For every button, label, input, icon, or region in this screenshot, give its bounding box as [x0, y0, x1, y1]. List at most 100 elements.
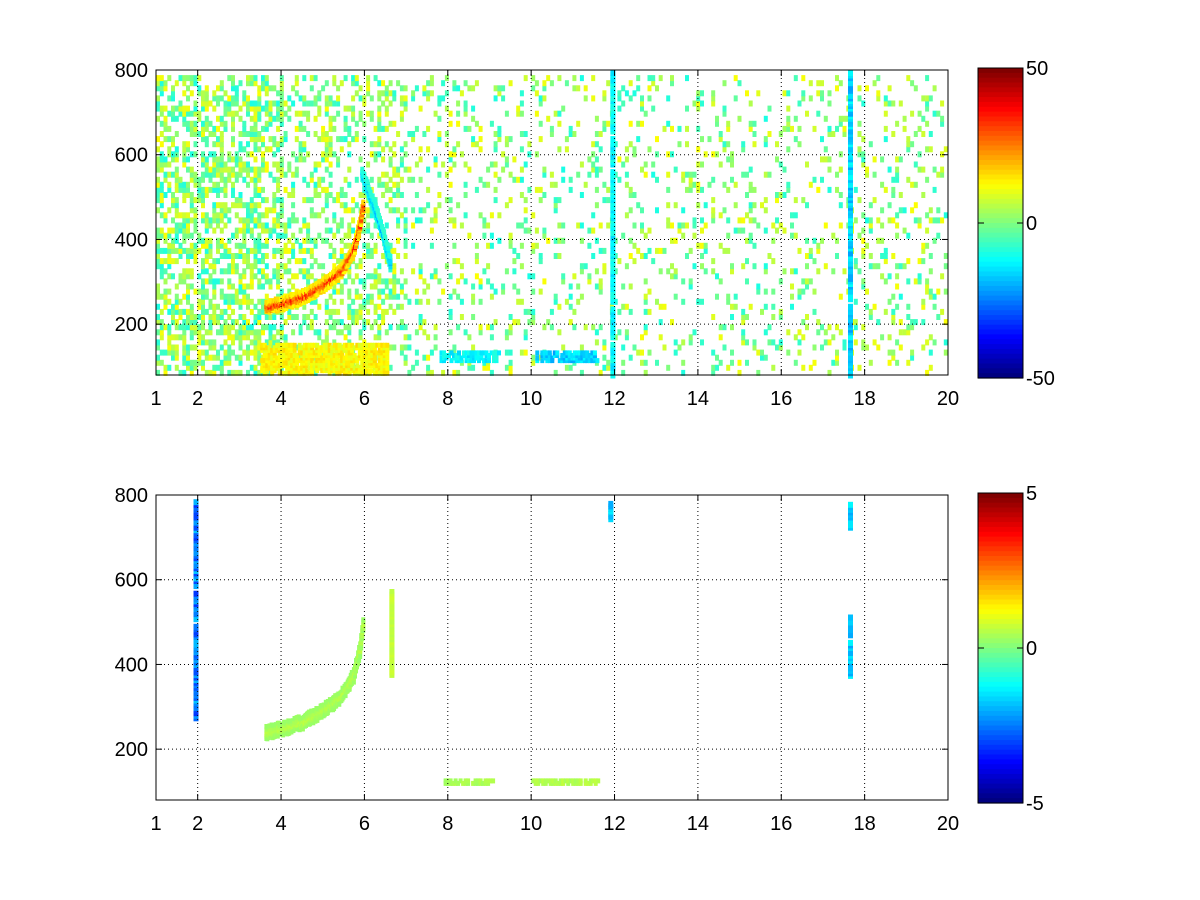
heatmap-cell: [257, 258, 262, 265]
heatmap-cell: [354, 273, 359, 280]
heatmap-cell: [219, 176, 224, 183]
heatmap-cell: [261, 258, 265, 265]
heatmap-cell: [602, 125, 607, 132]
heatmap-cell: [403, 105, 408, 112]
heatmap-cell: [426, 202, 431, 209]
heatmap-cell: [670, 80, 674, 87]
heatmap-cell: [253, 369, 258, 376]
heatmap-cell: [328, 242, 333, 249]
heatmap-cell: [264, 227, 269, 234]
heatmap-cell: [322, 358, 327, 364]
heatmap-cell: [741, 334, 746, 341]
heatmap-cell: [268, 232, 273, 239]
heatmap-cell: [294, 237, 299, 244]
heatmap-cell: [347, 360, 352, 366]
heatmap-cell: [375, 342, 380, 348]
heatmap-cell: [201, 176, 205, 183]
heatmap-cell: [253, 349, 258, 356]
heatmap-cell: [726, 293, 731, 300]
heatmap-cell: [504, 110, 509, 117]
heatmap-cell: [816, 90, 821, 97]
heatmap-cell: [219, 166, 224, 173]
heatmap-cell: [276, 141, 281, 148]
heatmap-cell: [655, 176, 659, 183]
heatmap-cell: [579, 222, 584, 229]
colorbar-segment: [978, 193, 1023, 200]
heatmap-cell: [365, 355, 370, 361]
heatmap-cell: [189, 90, 194, 97]
heatmap-cell: [302, 268, 307, 275]
heatmap-cell: [940, 120, 945, 127]
heatmap-cell: [294, 90, 299, 97]
heatmap-cell: [816, 329, 821, 336]
heatmap-cell: [257, 268, 262, 275]
heatmap-cell: [291, 151, 296, 158]
heatmap-cell: [335, 370, 340, 376]
heatmap-cell: [212, 339, 217, 346]
heatmap-cell: [159, 212, 164, 219]
heatmap-cell: [492, 358, 496, 364]
heatmap-cell: [471, 364, 476, 371]
heatmap-cell: [452, 151, 457, 158]
heatmap-cell: [280, 358, 285, 364]
heatmap-cell: [249, 329, 254, 336]
heatmap-cell: [647, 308, 652, 315]
heatmap-cell: [883, 110, 888, 117]
heatmap-cell: [561, 278, 566, 285]
heatmap-cell: [542, 278, 547, 285]
heatmap-cell: [189, 125, 194, 132]
heatmap-cell: [167, 242, 172, 249]
heatmap-cell: [887, 85, 892, 92]
heatmap-cell: [324, 298, 329, 305]
heatmap-cell: [399, 212, 404, 219]
heatmap-cell: [294, 75, 299, 82]
heatmap-cell: [906, 303, 911, 310]
heatmap-cell: [330, 365, 335, 371]
heatmap-cell: [917, 273, 922, 280]
heatmap-cell: [561, 222, 566, 229]
heatmap-cell: [282, 342, 287, 348]
heatmap-cell: [347, 370, 352, 376]
heatmap-cell: [197, 359, 202, 366]
heatmap-cell: [399, 110, 404, 117]
heatmap-cell: [268, 85, 273, 92]
x-tick-label: 12: [603, 388, 625, 410]
heatmap-cell: [227, 100, 232, 107]
heatmap-cell: [666, 217, 671, 224]
heatmap-cell: [861, 253, 866, 259]
heatmap-cell: [201, 156, 205, 163]
heatmap-cell: [756, 349, 761, 356]
heatmap-cell: [336, 192, 341, 198]
heatmap-cell: [913, 202, 918, 209]
heatmap-cell: [204, 278, 209, 285]
heatmap-cell: [396, 324, 401, 331]
heatmap-cell: [557, 146, 562, 153]
heatmap-cell: [677, 125, 682, 132]
heatmap-cell: [624, 329, 629, 336]
heatmap-cell: [216, 181, 220, 188]
heatmap-cell: [238, 288, 243, 295]
heatmap-cell: [775, 217, 779, 224]
colorbar-segment: [978, 150, 1023, 156]
heatmap-cell: [925, 75, 930, 82]
heatmap-cell: [658, 247, 663, 254]
heatmap-cell: [337, 370, 342, 376]
heatmap-cell: [231, 166, 235, 173]
heatmap-cell: [848, 70, 853, 76]
heatmap-cell: [182, 237, 187, 244]
heatmap-cell: [718, 161, 723, 168]
heatmap-cell: [418, 146, 423, 153]
heatmap-cell: [820, 156, 824, 163]
heatmap-cell: [197, 273, 202, 280]
heatmap-cell: [568, 125, 573, 132]
heatmap-cell: [700, 186, 704, 193]
heatmap-cell: [891, 186, 896, 193]
heatmap-cell: [163, 125, 168, 132]
heatmap-cell: [261, 141, 265, 148]
heatmap-cell: [163, 268, 168, 275]
heatmap-cell: [576, 222, 581, 229]
heatmap-cell: [872, 263, 877, 270]
heatmap-cell: [696, 146, 701, 153]
heatmap-cell: [279, 85, 284, 92]
heatmap-cell: [305, 358, 310, 364]
